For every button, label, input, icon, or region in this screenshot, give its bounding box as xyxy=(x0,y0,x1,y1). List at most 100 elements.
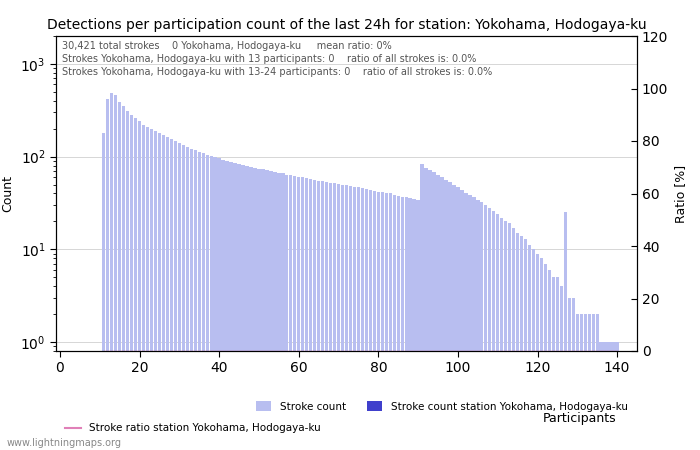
Bar xyxy=(138,122,141,450)
Bar xyxy=(178,143,181,450)
Bar xyxy=(110,93,113,450)
Bar xyxy=(377,192,380,450)
Bar xyxy=(592,314,595,450)
Text: Participants: Participants xyxy=(542,412,616,425)
Bar xyxy=(174,141,177,450)
Bar xyxy=(245,166,248,450)
Bar xyxy=(369,189,372,450)
Bar xyxy=(560,286,563,450)
Bar xyxy=(321,181,324,450)
Bar xyxy=(98,351,102,450)
Bar xyxy=(258,169,260,450)
Bar xyxy=(74,351,78,450)
Bar xyxy=(365,189,368,450)
Bar xyxy=(293,176,297,450)
Bar xyxy=(492,211,496,450)
Bar xyxy=(393,194,396,450)
Bar xyxy=(528,246,531,450)
Bar xyxy=(197,152,201,450)
Bar xyxy=(237,164,241,450)
Bar xyxy=(209,156,213,450)
Bar xyxy=(452,184,456,450)
Bar xyxy=(158,133,161,450)
Bar xyxy=(345,185,348,450)
Text: 30,421 total strokes    0 Yokohama, Hodogaya-ku     mean ratio: 0%
Strokes Yokoh: 30,421 total strokes 0 Yokohama, Hodogay… xyxy=(62,41,492,77)
Bar xyxy=(615,342,619,450)
Bar xyxy=(122,106,125,450)
Bar xyxy=(66,351,69,450)
Y-axis label: Ratio [%]: Ratio [%] xyxy=(674,164,687,223)
Bar xyxy=(146,127,149,450)
Bar xyxy=(536,253,539,450)
Bar xyxy=(341,184,344,450)
Bar xyxy=(329,183,332,450)
Bar xyxy=(270,171,272,450)
Bar xyxy=(289,175,293,450)
Bar xyxy=(249,166,253,450)
Bar xyxy=(70,351,74,450)
Bar xyxy=(504,221,508,450)
Bar xyxy=(62,351,66,450)
Bar xyxy=(516,233,519,450)
Bar xyxy=(78,351,82,450)
Bar xyxy=(162,135,165,450)
Bar xyxy=(313,180,316,450)
Bar xyxy=(409,198,412,450)
Bar xyxy=(611,342,615,450)
Bar xyxy=(532,249,536,450)
Bar xyxy=(186,147,189,450)
Bar xyxy=(333,183,336,450)
Bar xyxy=(126,111,130,450)
Bar xyxy=(389,194,392,450)
Bar xyxy=(596,314,599,450)
Bar xyxy=(384,193,388,450)
Bar xyxy=(405,197,408,450)
Bar xyxy=(102,133,106,450)
Bar xyxy=(221,160,225,450)
Y-axis label: Count: Count xyxy=(1,175,15,212)
Legend: Stroke count, Stroke count station Yokohama, Hodogaya-ku: Stroke count, Stroke count station Yokoh… xyxy=(251,397,632,416)
Bar xyxy=(253,168,257,450)
Bar xyxy=(94,351,97,450)
Bar xyxy=(169,139,173,450)
Bar xyxy=(396,196,400,450)
Bar xyxy=(297,176,300,450)
Bar xyxy=(436,175,440,450)
Bar xyxy=(353,187,356,450)
Bar xyxy=(305,178,309,450)
Bar xyxy=(552,277,555,450)
Legend: Stroke ratio station Yokohama, Hodogaya-ku: Stroke ratio station Yokohama, Hodogaya-… xyxy=(61,419,326,437)
Bar xyxy=(433,172,435,450)
Bar xyxy=(130,115,133,450)
Bar xyxy=(225,161,229,450)
Bar xyxy=(412,199,416,450)
Bar xyxy=(214,157,217,450)
Bar xyxy=(480,202,484,450)
Bar xyxy=(206,155,209,450)
Bar xyxy=(106,99,109,450)
Text: www.lightningmaps.org: www.lightningmaps.org xyxy=(7,438,122,448)
Bar xyxy=(301,177,304,450)
Bar xyxy=(421,164,424,450)
Bar xyxy=(277,173,281,450)
Bar xyxy=(500,217,503,450)
Bar xyxy=(444,180,448,450)
Bar xyxy=(587,314,591,450)
Bar xyxy=(608,342,611,450)
Bar xyxy=(540,258,543,450)
Bar xyxy=(233,163,237,450)
Bar xyxy=(544,264,547,450)
Bar xyxy=(372,191,376,450)
Bar xyxy=(337,184,340,450)
Bar xyxy=(90,351,94,450)
Bar xyxy=(281,173,284,450)
Bar xyxy=(520,236,524,450)
Bar xyxy=(58,351,62,450)
Bar xyxy=(476,200,480,450)
Bar xyxy=(400,197,404,450)
Bar xyxy=(556,277,559,450)
Bar xyxy=(548,270,551,450)
Bar xyxy=(464,193,468,450)
Bar xyxy=(241,165,245,450)
Bar xyxy=(584,314,587,450)
